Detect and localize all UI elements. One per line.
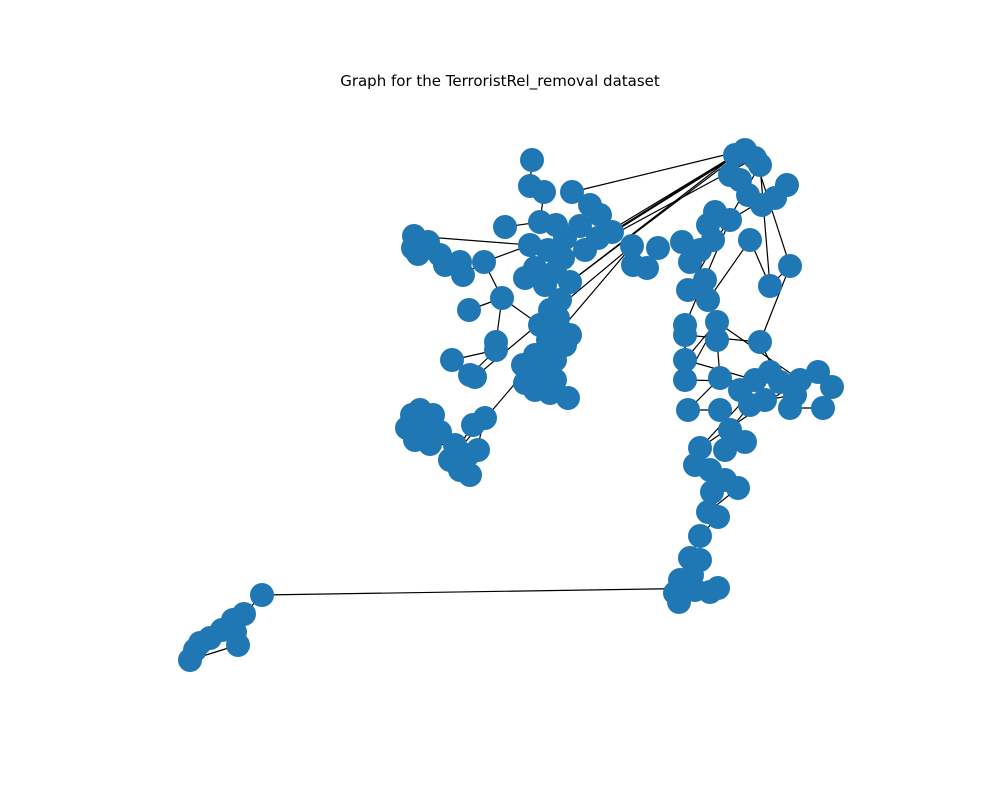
- graph-node: [538, 381, 562, 405]
- graph-node: [706, 576, 730, 600]
- graph-node: [588, 203, 612, 227]
- graph-node: [673, 348, 697, 372]
- graph-node: [635, 256, 659, 280]
- graph-node: [713, 438, 737, 462]
- graph-node: [748, 153, 772, 177]
- graph-node: [676, 398, 700, 422]
- graph-node: [490, 286, 514, 310]
- graph-node: [440, 348, 464, 372]
- graph-node: [532, 180, 556, 204]
- graph-node: [706, 505, 730, 529]
- graph-node: [676, 278, 700, 302]
- graph-node: [558, 323, 582, 347]
- graph-edge: [261, 587, 719, 596]
- graph-node: [518, 233, 542, 257]
- graph-node: [484, 338, 508, 362]
- graph-edge: [571, 149, 746, 193]
- graph-node: [806, 360, 830, 384]
- graph-node: [463, 365, 487, 389]
- graph-node: [520, 148, 544, 172]
- graph-node: [513, 266, 537, 290]
- graph-node: [820, 375, 844, 399]
- graph-node: [568, 214, 592, 238]
- node-layer: [178, 138, 844, 672]
- graph-node: [511, 353, 535, 377]
- graph-node: [708, 366, 732, 390]
- graph-node: [466, 438, 490, 462]
- graph-node: [811, 396, 835, 420]
- graph-node: [678, 250, 702, 274]
- graph-edge: [569, 149, 746, 283]
- graph-node: [461, 413, 485, 437]
- graph-node: [758, 274, 782, 298]
- graph-node: [705, 310, 729, 334]
- graph-node: [708, 398, 732, 422]
- chart-title: Graph for the TerroristRel_removal datas…: [340, 72, 660, 90]
- graph-node: [775, 173, 799, 197]
- graph-node: [700, 480, 724, 504]
- graph-node: [738, 393, 762, 417]
- graph-node: [457, 298, 481, 322]
- graph-node: [533, 353, 557, 377]
- graph-node: [673, 368, 697, 392]
- graph-node: [673, 323, 697, 347]
- graph-edge: [759, 164, 771, 287]
- graph-node: [726, 476, 750, 500]
- graph-node: [226, 633, 250, 657]
- graph-node: [620, 234, 644, 258]
- graph-node: [783, 383, 807, 407]
- graph-node: [533, 273, 557, 297]
- graph-node: [688, 524, 712, 548]
- graph-node: [705, 328, 729, 352]
- graph-node: [250, 583, 274, 607]
- graph-node: [493, 215, 517, 239]
- graph-node: [573, 238, 597, 262]
- graph-node: [458, 463, 482, 487]
- graph-node: [646, 236, 670, 260]
- graph-node: [778, 254, 802, 278]
- graph-node: [748, 330, 772, 354]
- graph-node: [696, 288, 720, 312]
- graph-node: [451, 263, 475, 287]
- graph-node: [556, 386, 580, 410]
- graph-node: [738, 228, 762, 252]
- graph-node: [733, 430, 757, 454]
- graph-node: [438, 448, 462, 472]
- graph-node: [178, 648, 202, 672]
- graph-edge: [707, 239, 751, 301]
- graph-node: [670, 230, 694, 254]
- graph-node: [472, 250, 496, 274]
- graph-node: [558, 270, 582, 294]
- graph-node: [418, 432, 442, 456]
- graph-node: [560, 180, 584, 204]
- graph-node: [546, 306, 570, 330]
- graph-edge: [759, 265, 791, 343]
